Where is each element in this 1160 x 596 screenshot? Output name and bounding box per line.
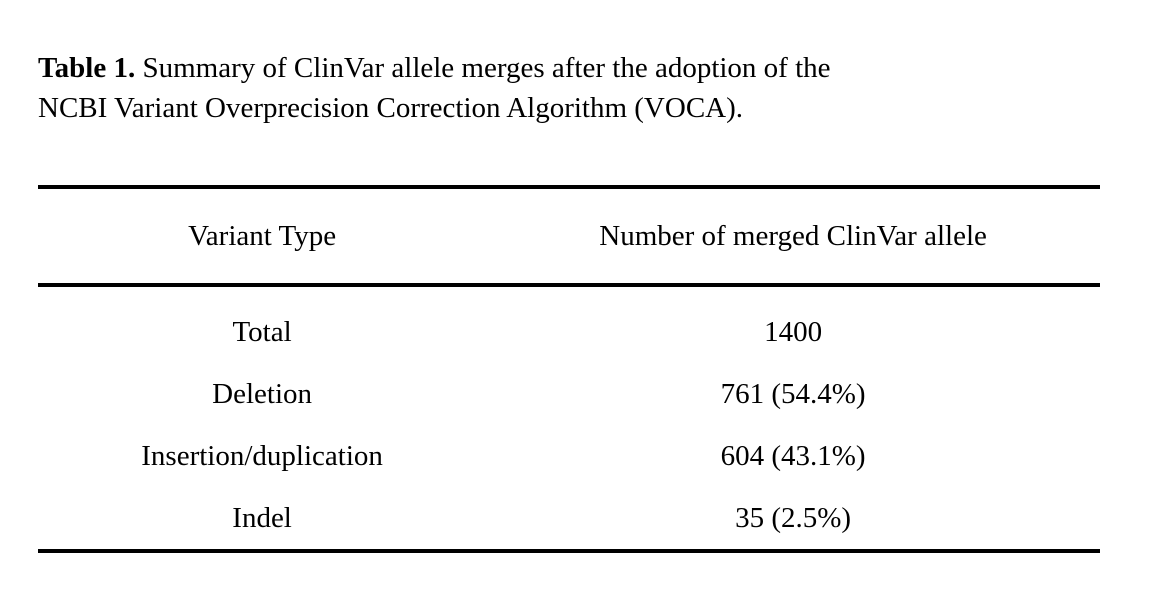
- caption-text-line-1: Summary of ClinVar allele merges after t…: [142, 52, 831, 84]
- table-header-row: Variant Type Number of merged ClinVar al…: [38, 189, 1100, 283]
- table-row-indel: Indel 35 (2.5%): [38, 487, 1100, 549]
- column-header-merged-count: Number of merged ClinVar allele: [599, 219, 987, 252]
- table-body: Total 1400 Deletion 761 (54.4%) Insertio…: [38, 287, 1100, 549]
- caption-label: Table 1.: [38, 52, 136, 84]
- column-header-variant-type: Variant Type: [188, 219, 337, 252]
- caption-text-line-2: NCBI Variant Overprecision Correction Al…: [38, 92, 744, 124]
- table-caption: Table 1. Summary of ClinVar allele merge…: [38, 48, 1098, 128]
- table-header-rule: [38, 283, 1100, 287]
- row-label: Total: [232, 315, 292, 348]
- row-label: Insertion/duplication: [141, 439, 383, 472]
- table-row-insertion-duplication: Insertion/duplication 604 (43.1%): [38, 425, 1100, 487]
- row-value: 1400: [764, 315, 823, 348]
- row-label: Indel: [232, 501, 292, 534]
- table-bottom-rule: [38, 549, 1100, 553]
- row-label: Deletion: [212, 377, 312, 410]
- summary-table: Variant Type Number of merged ClinVar al…: [38, 185, 1100, 553]
- table-row-deletion: Deletion 761 (54.4%): [38, 363, 1100, 425]
- caption-line-1: Table 1. Summary of ClinVar allele merge…: [38, 48, 1098, 88]
- table-top-rule: [38, 185, 1100, 189]
- row-value: 35 (2.5%): [735, 501, 852, 534]
- table-row-total: Total 1400: [38, 301, 1100, 363]
- caption-line-2: NCBI Variant Overprecision Correction Al…: [38, 88, 1098, 128]
- row-value: 604 (43.1%): [720, 439, 866, 472]
- row-value: 761 (54.4%): [720, 377, 866, 410]
